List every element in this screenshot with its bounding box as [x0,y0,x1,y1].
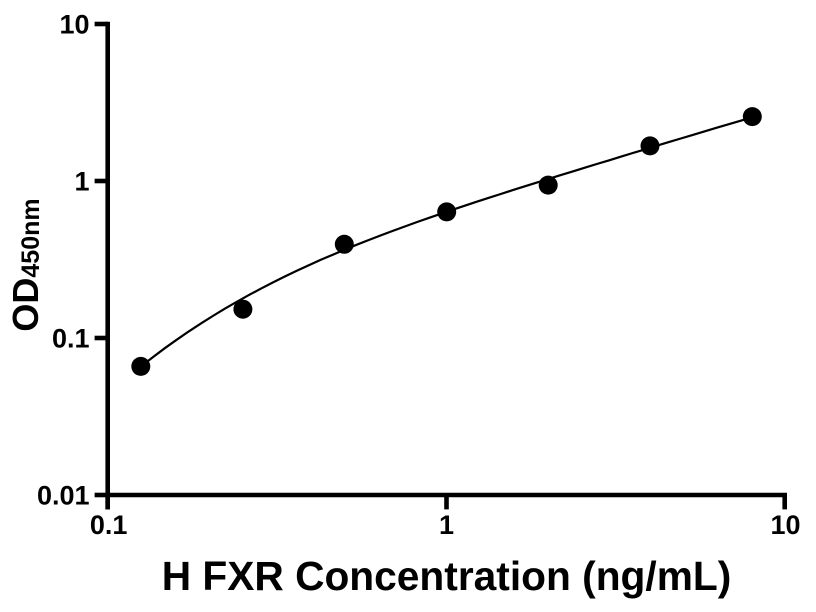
svg-text:1: 1 [439,510,454,540]
svg-text:0.1: 0.1 [90,510,128,540]
svg-text:0.01: 0.01 [37,481,90,511]
svg-text:OD450nm: OD450nm [5,198,46,331]
svg-text:10: 10 [770,510,800,540]
svg-text:1: 1 [74,167,89,197]
svg-text:10: 10 [59,10,89,40]
svg-text:H FXR Concentration (ng/mL): H FXR Concentration (ng/mL) [162,553,732,599]
svg-text:0.1: 0.1 [52,324,90,354]
